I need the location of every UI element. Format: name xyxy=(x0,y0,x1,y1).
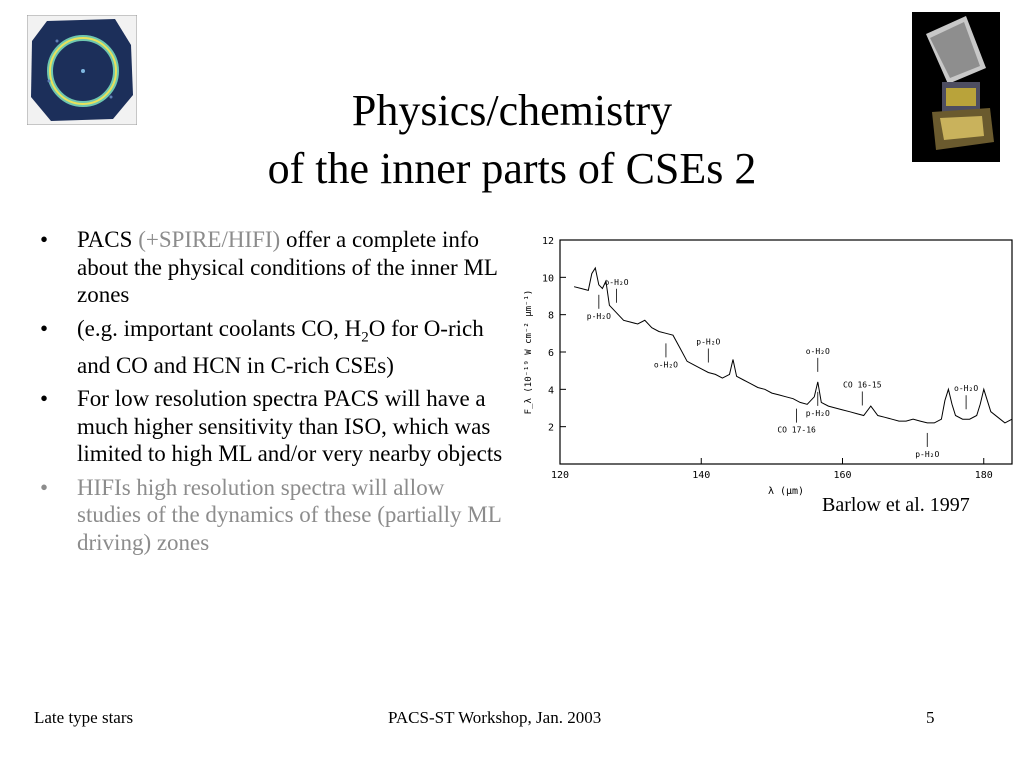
footer-center: PACS-ST Workshop, Jan. 2003 xyxy=(388,708,602,727)
line-label: p-H₂O xyxy=(806,409,830,418)
bullet-text-pre: PACS xyxy=(77,227,139,252)
line-label: o-H₂O xyxy=(806,347,830,356)
bullet-marker: • xyxy=(40,315,49,341)
ring-nebula-image xyxy=(27,15,137,125)
line-label: o-H₂O xyxy=(954,384,978,393)
line-label: o-H₂O xyxy=(604,278,628,287)
x-tick-label: 140 xyxy=(692,470,710,481)
bullet-text-post: O for O-rich and CO and HCN in C-rich CS… xyxy=(77,315,484,378)
bullet-marker: • xyxy=(40,386,49,412)
spectrum-line xyxy=(573,266,1013,424)
y-tick-label: 12 xyxy=(542,236,554,247)
subscript: 2 xyxy=(361,329,369,346)
herschel-telescope-image xyxy=(912,12,1000,162)
y-tick-label: 2 xyxy=(548,423,554,434)
bullet-item: • PACS (+SPIRE/HIFI) offer a complete in… xyxy=(34,226,504,309)
footer-page-number: 5 xyxy=(926,708,935,727)
y-axis-label: F_λ (10⁻¹⁹ W cm⁻² μm⁻¹) xyxy=(524,290,534,415)
x-tick-label: 160 xyxy=(833,470,851,481)
bullet-marker: • xyxy=(40,474,49,500)
bullet-item: • HIFIs high resolution spectra will all… xyxy=(34,474,504,557)
y-tick-label: 4 xyxy=(548,385,554,396)
y-tick-label: 6 xyxy=(548,348,554,359)
bullet-list: • PACS (+SPIRE/HIFI) offer a complete in… xyxy=(34,226,504,562)
line-label: p-H₂O xyxy=(696,338,720,347)
bullet-text-pre: (e.g. important coolants CO, H xyxy=(77,315,362,341)
bullet-item: • For low resolution spectra PACS will h… xyxy=(34,385,504,468)
x-tick-label: 120 xyxy=(551,470,569,481)
line-label: CO 17-16 xyxy=(777,426,816,435)
y-tick-label: 10 xyxy=(542,273,554,284)
line-label: p-H₂O xyxy=(587,312,611,321)
title-line-1: Physics/chemistry xyxy=(351,86,673,135)
line-label: o-H₂O xyxy=(654,360,678,369)
bullet-highlight: (+SPIRE/HIFI) xyxy=(138,227,281,252)
footer-left: Late type stars xyxy=(34,708,134,727)
line-label: p-H₂O xyxy=(915,450,939,459)
bullet-text: HIFIs high resolution spectra will allow… xyxy=(77,474,501,555)
x-axis-label: λ (μm) xyxy=(768,486,804,496)
spectrum-chart: 120 140 160 180 2 4 6 8 10 12 λ (μm) F_λ (10⁻¹⁹ W c… xyxy=(524,236,1013,496)
title-line-2: of the inner parts of CSEs 2 xyxy=(267,144,757,193)
line-label: CO 16-15 xyxy=(843,380,882,389)
bullet-marker: • xyxy=(40,227,49,252)
x-tick-label: 180 xyxy=(975,470,993,481)
bullet-item: • (e.g. important coolants CO, H2O for O… xyxy=(34,315,504,380)
bullet-text: For low resolution spectra PACS will hav… xyxy=(77,386,503,467)
figure-caption: Barlow et al. 1997 xyxy=(822,494,970,516)
y-tick-label: 8 xyxy=(548,311,554,322)
slide-title: Physics/chemistry of the inner parts of … xyxy=(0,82,1024,198)
bullet-text-post: offer a complete info about the physical… xyxy=(77,227,498,307)
